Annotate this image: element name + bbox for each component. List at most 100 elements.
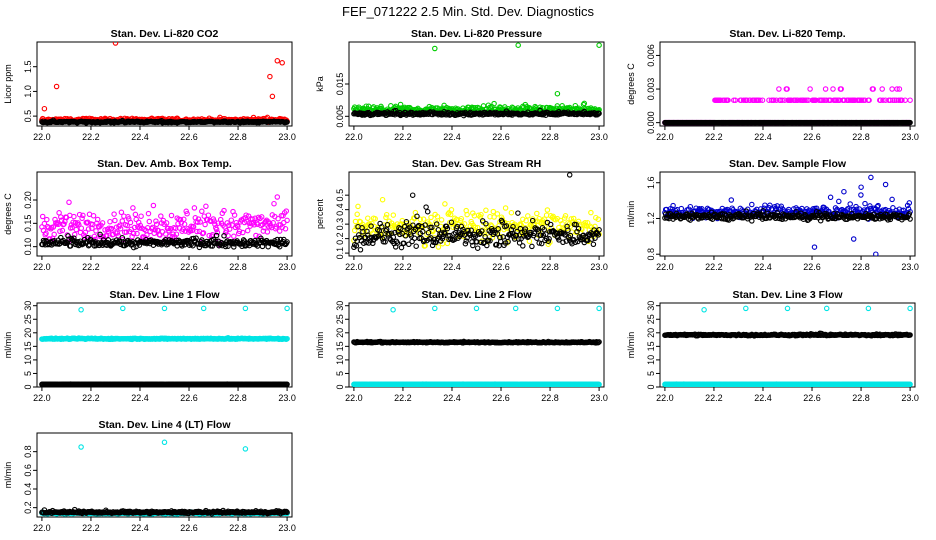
data-point xyxy=(900,207,907,214)
data-point xyxy=(520,243,526,249)
x-tick-label: 22.6 xyxy=(492,132,510,142)
y-tick-label: 1.0 xyxy=(23,85,33,98)
data-point xyxy=(534,235,540,241)
data-point xyxy=(211,218,217,224)
outlier-point xyxy=(41,105,48,112)
x-tick-label: 23.0 xyxy=(901,262,919,272)
outlier-point xyxy=(78,307,84,313)
data-point xyxy=(193,235,199,241)
data-point xyxy=(76,222,82,228)
y-tick-label: 10 xyxy=(23,355,33,365)
data-point xyxy=(283,208,290,214)
data-point xyxy=(420,216,427,222)
plot-area xyxy=(348,171,605,257)
series-1 xyxy=(39,42,290,125)
outlier-point xyxy=(882,181,889,188)
outlier-point xyxy=(274,58,281,64)
data-point xyxy=(43,230,49,237)
data-point xyxy=(468,227,474,234)
data-point xyxy=(51,231,57,238)
data-point xyxy=(541,226,547,233)
data-point xyxy=(474,245,481,251)
series-2 xyxy=(662,119,913,126)
data-point xyxy=(261,224,267,231)
data-point xyxy=(284,119,290,125)
data-point xyxy=(275,215,281,222)
data-point xyxy=(384,222,391,228)
data-point xyxy=(595,339,602,346)
data-point xyxy=(264,229,271,235)
outlier-point xyxy=(161,305,168,312)
data-point xyxy=(771,97,777,103)
x-tick-label: 22.2 xyxy=(82,132,100,142)
data-point xyxy=(522,226,529,232)
data-point xyxy=(259,243,266,250)
data-point xyxy=(70,219,76,226)
data-point xyxy=(532,218,538,224)
y-tick-label: 0 xyxy=(23,384,33,389)
data-point xyxy=(71,235,77,241)
data-point xyxy=(896,86,903,92)
y-tick-label: 5 xyxy=(335,371,345,376)
data-point xyxy=(414,213,420,220)
data-point xyxy=(78,225,85,231)
y-tick-label: 5 xyxy=(23,371,33,376)
y-tick-label: 0.15 xyxy=(23,215,33,233)
data-point xyxy=(205,212,212,218)
data-point xyxy=(284,217,290,224)
data-point xyxy=(213,226,220,233)
data-point xyxy=(534,210,540,217)
data-point xyxy=(494,211,501,217)
data-point xyxy=(470,242,476,249)
data-point xyxy=(427,221,433,228)
data-point xyxy=(356,232,362,238)
y-tick-label: 20 xyxy=(23,328,33,338)
y-tick-label: 1.6 xyxy=(646,176,656,189)
data-point xyxy=(744,97,750,103)
x-tick-label: 22.2 xyxy=(82,393,100,403)
data-point xyxy=(65,233,71,239)
data-point xyxy=(61,221,67,227)
y-tick-label: 0.3 xyxy=(335,218,345,231)
data-point xyxy=(413,243,419,249)
data-point xyxy=(111,211,117,217)
y-tick-label: 1.2 xyxy=(646,212,656,225)
data-point xyxy=(200,230,207,236)
x-tick-label: 22.6 xyxy=(803,262,821,272)
data-point xyxy=(91,233,98,240)
data-point xyxy=(401,240,407,246)
data-point xyxy=(123,229,130,235)
data-point xyxy=(152,227,158,233)
data-point xyxy=(759,97,766,103)
data-point xyxy=(433,221,440,227)
outlier-point xyxy=(554,90,561,97)
data-point xyxy=(448,207,455,213)
data-point xyxy=(274,236,281,243)
x-tick-label: 22.2 xyxy=(394,393,412,403)
data-point xyxy=(890,205,896,211)
data-point xyxy=(567,232,574,239)
data-point xyxy=(112,217,118,224)
x-tick-label: 22.2 xyxy=(705,262,723,272)
y-axis-label: ml/min xyxy=(3,332,13,359)
outlier-point xyxy=(269,93,276,100)
data-point xyxy=(119,235,126,241)
plot-area xyxy=(659,41,916,127)
data-point xyxy=(584,223,590,229)
data-point xyxy=(472,233,479,240)
data-point xyxy=(217,216,224,223)
data-point xyxy=(82,229,89,236)
data-point xyxy=(444,225,451,232)
data-point xyxy=(845,205,851,212)
data-point xyxy=(69,224,75,231)
x-tick-label: 22.4 xyxy=(131,393,149,403)
data-point xyxy=(221,233,227,239)
x-tick-label: 22.8 xyxy=(852,262,870,272)
x-tick-label: 22.6 xyxy=(180,393,198,403)
data-point xyxy=(378,231,384,238)
series-2 xyxy=(39,231,290,251)
data-point xyxy=(515,210,521,216)
plot-area xyxy=(36,302,293,388)
